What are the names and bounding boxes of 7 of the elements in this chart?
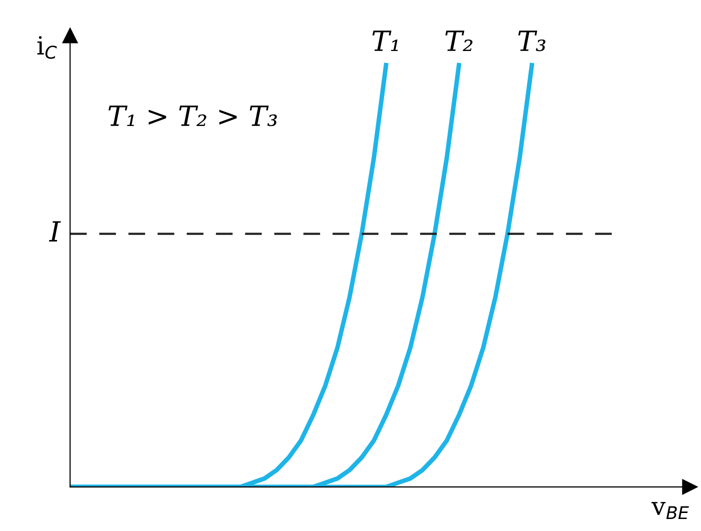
series-label: T₂ <box>445 30 472 51</box>
y-axis-title: i$_{C}$ <box>37 36 57 59</box>
annotation: T₁ > T₂ > T₃ <box>108 106 277 126</box>
ref-line-label: I <box>48 221 61 242</box>
x-axis-title: v$_{BE}$ <box>651 502 689 520</box>
series-label: T₃ <box>518 30 546 52</box>
series-label: T₁ <box>372 30 398 51</box>
